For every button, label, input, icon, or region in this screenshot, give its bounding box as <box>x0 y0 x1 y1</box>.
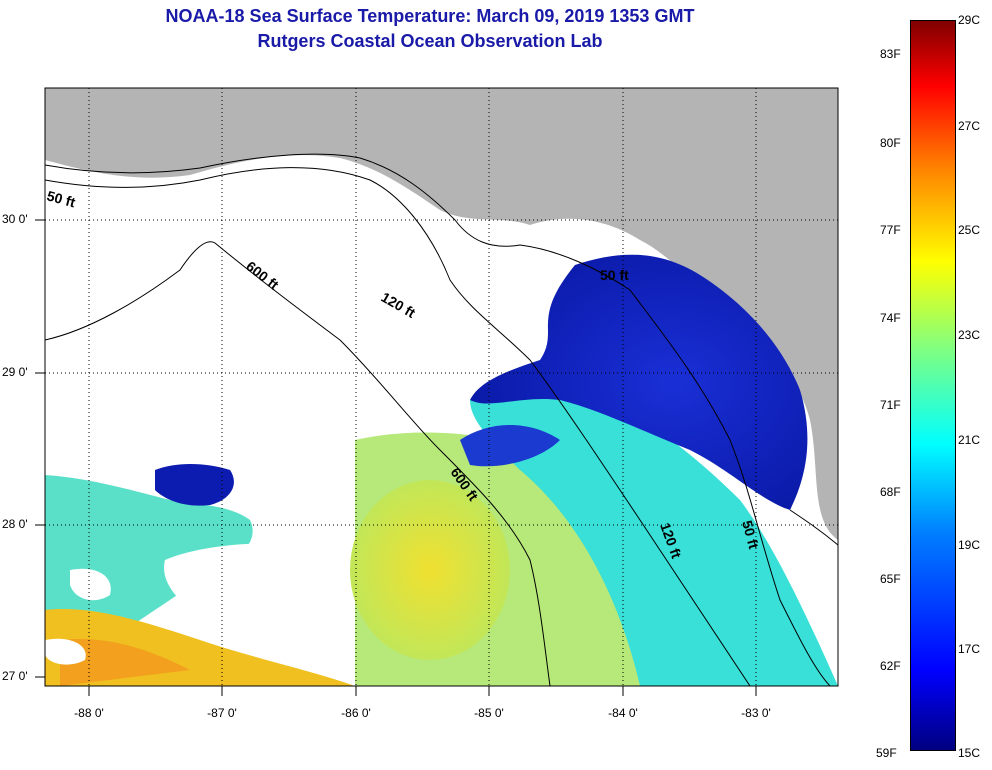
colorbar-c-label: 21C <box>958 433 981 447</box>
cold-patch-west <box>155 464 234 506</box>
colorbar-f-label: 59F <box>876 746 897 760</box>
lon-label: -87 0' <box>207 706 237 720</box>
lon-label: -88 0' <box>74 706 104 720</box>
lon-label: -85 0' <box>474 706 504 720</box>
contour-label-50ft-west: 50 ft <box>45 187 77 210</box>
coastline <box>789 509 838 546</box>
colorbar <box>910 20 956 751</box>
map-subtitle: Rutgers Coastal Ocean Observation Lab <box>257 31 603 51</box>
cold-water-bigbend <box>470 254 808 510</box>
colorbar-f-label: 62F <box>880 659 901 673</box>
graticule <box>45 88 838 686</box>
colorbar-f-label: 74F <box>880 311 901 325</box>
map-frame <box>44 87 839 687</box>
colorbar-c-label: 25C <box>958 223 981 237</box>
lon-label: -86 0' <box>341 706 371 720</box>
contour-label-50ft-south: 50 ft <box>739 519 762 551</box>
lat-label: 28 0' <box>2 517 28 531</box>
axis-ticks <box>35 219 757 696</box>
cloud-gap-small <box>70 568 111 601</box>
colorbar-f-label: 68F <box>880 485 901 499</box>
colorbar-c-label: 27C <box>958 119 981 133</box>
cold-plume <box>460 425 560 467</box>
colorbar-f-label: 77F <box>880 223 901 237</box>
colorbar-f-label: 80F <box>880 136 901 150</box>
warm-core <box>350 480 510 660</box>
cloud-gap-small <box>45 638 86 665</box>
contour-600ft <box>45 241 551 686</box>
contour-120ft <box>45 167 751 686</box>
cyan-shelf-water <box>470 382 838 686</box>
cloud-gap <box>164 543 337 627</box>
colorbar-c-label: 29C <box>958 13 981 27</box>
contour-50ft <box>45 153 831 686</box>
lon-label: -83 0' <box>741 706 771 720</box>
warm-patch-orange <box>60 639 190 686</box>
colorbar-f-label: 65F <box>880 572 901 586</box>
colorbar-c-label: 19C <box>958 538 981 552</box>
lat-label: 27 0' <box>2 669 28 683</box>
colorbar-c-label: 15C <box>958 746 981 760</box>
lon-label: -84 0' <box>608 706 638 720</box>
lat-label: 30 0' <box>2 212 28 226</box>
colorbar-c-label: 23C <box>958 328 981 342</box>
map-title: NOAA-18 Sea Surface Temperature: March 0… <box>165 6 695 26</box>
colorbar-c-label: 17C <box>958 642 981 656</box>
colorbar-f-label: 71F <box>880 398 901 412</box>
contour-label-50ft-bigbend: 50 ft <box>600 267 629 283</box>
colorbar-f-label: 83F <box>880 47 901 61</box>
lat-label: 29 0' <box>2 365 28 379</box>
